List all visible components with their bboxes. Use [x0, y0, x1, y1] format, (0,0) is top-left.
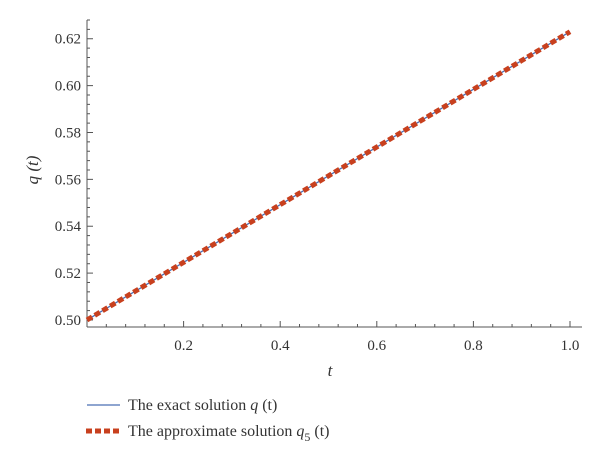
y-tick-label: 0.52 — [55, 266, 81, 282]
x-tick-label: 0.8 — [464, 338, 483, 354]
y-tick-label: 0.62 — [55, 32, 81, 48]
ticks: 0.2 0.4 0.6 0.8 1.0 0.50 0.52 0.54 0.56 0.58 0.60 0… — [55, 19, 580, 354]
y-tick-label: 0.60 — [55, 79, 81, 95]
series-line-approx — [85, 29, 572, 323]
y-axis-label: q (t) — [23, 155, 42, 184]
y-tick-label: 0.56 — [55, 172, 82, 188]
axes — [86, 20, 582, 328]
x-axis-label: t — [328, 361, 334, 380]
x-tick-label: 1.0 — [561, 338, 580, 354]
y-tick-label: 0.50 — [55, 313, 81, 329]
y-tick-label: 0.58 — [55, 125, 81, 141]
x-tick-label: 0.6 — [367, 338, 386, 354]
x-tick-label: 0.2 — [174, 338, 193, 354]
legend: The exact solution q (t) The approximate… — [86, 397, 330, 444]
legend-label-approx: The approximate solution q5 (t) — [128, 423, 330, 444]
x-tick-label: 0.4 — [271, 338, 290, 354]
y-tick-label: 0.54 — [55, 219, 82, 235]
legend-label-exact: The exact solution q (t) — [128, 397, 277, 414]
data-lines — [85, 29, 572, 323]
